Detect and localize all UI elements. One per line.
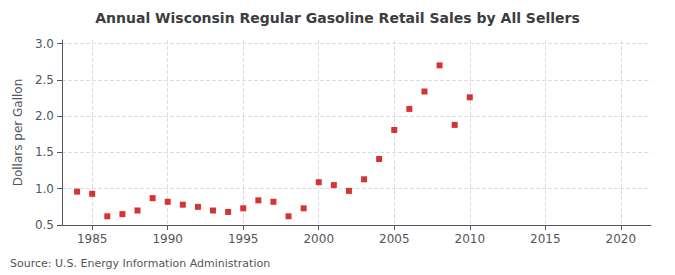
svg-text:2015: 2015 — [530, 232, 561, 246]
svg-text:1.5: 1.5 — [35, 145, 54, 159]
svg-text:2.5: 2.5 — [35, 73, 54, 87]
svg-text:2020: 2020 — [606, 232, 637, 246]
svg-text:2000: 2000 — [303, 232, 334, 246]
svg-text:1990: 1990 — [152, 232, 183, 246]
svg-text:1995: 1995 — [228, 232, 259, 246]
svg-text:3.0: 3.0 — [35, 37, 54, 51]
svg-text:1985: 1985 — [77, 232, 108, 246]
svg-text:1.0: 1.0 — [35, 182, 54, 196]
svg-text:Annual Wisconsin Regular Gasol: Annual Wisconsin Regular Gasoline Retail… — [95, 10, 580, 26]
svg-text:2.0: 2.0 — [35, 109, 54, 123]
svg-text:Dollars per Gallon: Dollars per Gallon — [11, 79, 25, 187]
svg-text:Source: U.S. Energy Informatio: Source: U.S. Energy Information Administ… — [10, 257, 270, 270]
svg-text:2005: 2005 — [379, 232, 410, 246]
svg-text:0.5: 0.5 — [35, 218, 54, 232]
svg-text:2010: 2010 — [454, 232, 485, 246]
